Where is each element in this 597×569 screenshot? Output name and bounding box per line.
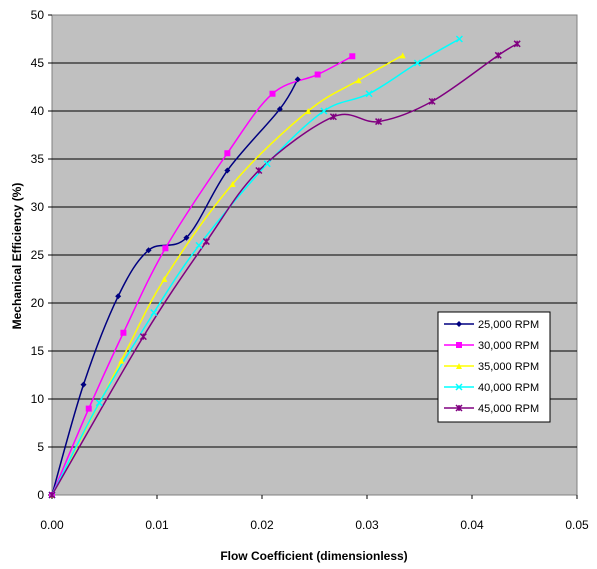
data-point xyxy=(375,118,383,126)
data-point xyxy=(349,53,356,60)
y-tick-label: 50 xyxy=(31,8,45,22)
y-tick-label: 35 xyxy=(31,152,45,166)
x-tick-label: 0.03 xyxy=(355,518,379,532)
data-point xyxy=(294,76,301,83)
y-tick-label: 40 xyxy=(31,104,45,118)
data-point xyxy=(229,180,236,187)
legend-marker xyxy=(456,342,462,348)
legend-marker xyxy=(456,321,462,327)
data-point xyxy=(494,51,502,59)
legend-marker xyxy=(456,363,462,369)
series-line-2 xyxy=(51,54,404,496)
data-point xyxy=(145,247,152,254)
legend-marker xyxy=(455,383,463,391)
data-point xyxy=(255,166,263,175)
y-axis-ticks: 0 5 10 15 20 25 30 35 40 45 50 xyxy=(31,8,52,502)
data-point xyxy=(455,35,463,43)
data-point xyxy=(263,160,271,168)
data-point xyxy=(399,52,406,59)
y-axis-title: Mechanical Efficiency (%) xyxy=(10,183,24,330)
data-point xyxy=(150,309,158,317)
y-tick-label: 10 xyxy=(31,392,45,406)
x-tick-label: 0.05 xyxy=(565,518,589,532)
data-point xyxy=(120,329,127,336)
data-point xyxy=(305,108,312,114)
series-markers xyxy=(48,35,521,499)
data-point xyxy=(115,293,122,300)
data-point xyxy=(314,71,321,78)
legend-label: 30,000 RPM xyxy=(478,340,539,352)
y-tick-label: 5 xyxy=(37,440,44,454)
legend-label: 35,000 RPM xyxy=(478,361,539,373)
x-tick-label: 0.02 xyxy=(250,518,274,532)
data-point xyxy=(202,238,210,246)
legend: 25,000 RPM 30,000 RPM 35,000 RPM 40,000 RPM… xyxy=(437,311,551,423)
data-point xyxy=(224,167,231,174)
data-point xyxy=(48,491,56,499)
data-point xyxy=(183,234,190,241)
legend-label: 45,000 RPM xyxy=(478,403,539,415)
data-point xyxy=(161,276,168,282)
x-axis-ticks: 0.00 0.01 0.02 0.03 0.04 0.05 xyxy=(40,495,589,532)
data-point xyxy=(513,40,521,48)
x-tick-label: 0.01 xyxy=(145,518,169,532)
x-tick-label: 0.00 xyxy=(40,518,64,532)
data-point xyxy=(269,90,276,97)
y-tick-label: 20 xyxy=(31,296,45,310)
y-tick-label: 15 xyxy=(31,344,45,358)
data-point xyxy=(276,106,283,113)
legend-label: 25,000 RPM xyxy=(478,319,539,331)
data-point xyxy=(224,150,231,157)
y-tick-label: 45 xyxy=(31,56,45,70)
y-tick-label: 0 xyxy=(37,488,44,502)
legend-marker xyxy=(455,404,463,412)
data-point xyxy=(320,107,328,115)
y-tick-label: 25 xyxy=(31,248,45,262)
data-point xyxy=(329,113,337,121)
data-point xyxy=(355,77,362,84)
data-point xyxy=(85,405,92,412)
x-tick-label: 0.04 xyxy=(460,518,484,532)
data-point xyxy=(80,381,87,388)
legend-label: 40,000 RPM xyxy=(478,382,539,394)
data-point xyxy=(428,97,436,105)
data-point xyxy=(139,333,147,341)
legend-box xyxy=(437,311,551,423)
data-point xyxy=(413,59,421,67)
y-tick-label: 30 xyxy=(31,200,45,214)
data-point xyxy=(365,90,373,98)
series-line-3 xyxy=(51,38,460,496)
data-point xyxy=(95,399,103,407)
x-axis-title: Flow Coefficient (dimensionless) xyxy=(220,549,407,563)
data-point xyxy=(162,245,169,252)
data-point xyxy=(118,357,125,364)
data-point xyxy=(195,241,203,249)
